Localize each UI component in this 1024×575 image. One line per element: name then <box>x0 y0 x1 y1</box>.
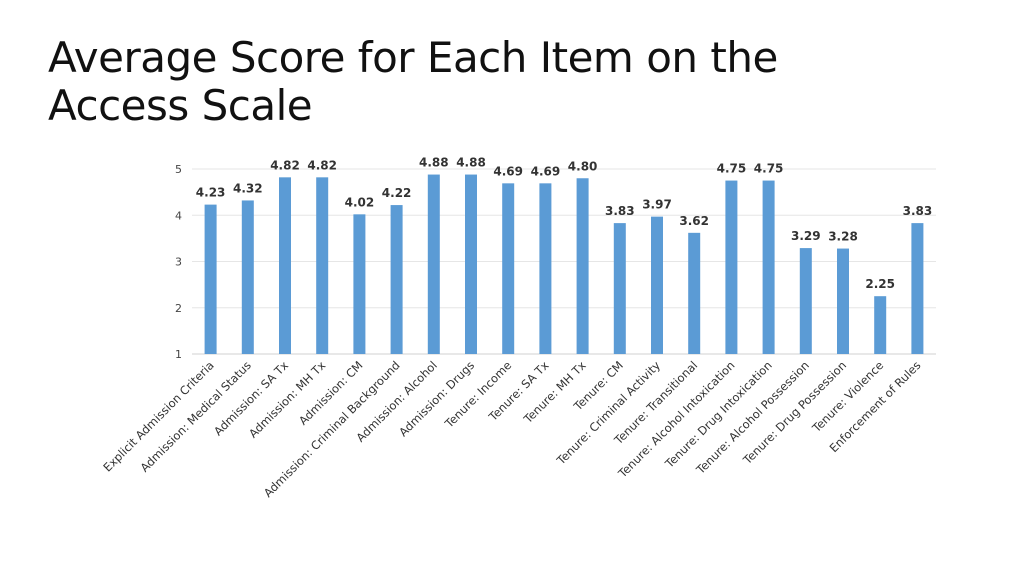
data-label: 4.88 <box>419 156 449 170</box>
bar <box>613 223 626 354</box>
slide-title: Average Score for Each Item on the Acces… <box>48 34 948 130</box>
data-label: 4.02 <box>345 195 375 209</box>
bar <box>539 183 552 354</box>
data-label: 4.82 <box>307 158 337 172</box>
data-label: 4.69 <box>531 164 561 178</box>
slide-title-line-1: Average Score for Each Item on the <box>48 33 778 82</box>
bar <box>911 223 924 354</box>
y-tick-label: 3 <box>175 256 182 269</box>
bar <box>576 178 589 354</box>
bar <box>241 200 254 354</box>
bar <box>651 216 663 354</box>
x-tick-label: Admission: CM <box>296 358 366 428</box>
data-label: 4.32 <box>233 181 263 195</box>
bar <box>799 248 812 354</box>
data-label: 4.82 <box>270 158 300 172</box>
bar <box>465 174 477 354</box>
data-label: 3.97 <box>642 198 672 212</box>
bar <box>316 177 329 354</box>
x-tick-label: Admission: Criminal Background <box>261 358 403 500</box>
data-label: 4.88 <box>456 156 486 170</box>
data-label: 3.29 <box>791 229 821 243</box>
data-label: 4.75 <box>754 162 784 176</box>
data-label: 4.69 <box>493 164 523 178</box>
data-label: 4.75 <box>717 162 747 176</box>
data-label: 2.25 <box>865 277 895 291</box>
y-tick-label: 1 <box>175 348 182 361</box>
bar <box>688 232 701 354</box>
y-tick-label: 4 <box>175 209 182 222</box>
slide-title-line-2: Access Scale <box>48 81 313 130</box>
data-label: 4.22 <box>382 186 412 200</box>
bar <box>874 296 887 354</box>
bar <box>725 180 738 354</box>
data-label: 3.83 <box>903 204 933 218</box>
bar <box>204 204 217 354</box>
bar <box>837 248 849 354</box>
bar <box>427 174 440 354</box>
data-label: 4.23 <box>196 186 226 200</box>
y-tick-label: 2 <box>175 302 182 315</box>
bar <box>353 214 366 354</box>
data-label: 4.80 <box>568 159 598 173</box>
data-label: 3.83 <box>605 204 635 218</box>
data-label: 3.28 <box>828 230 858 244</box>
bar <box>390 205 403 354</box>
bar <box>279 177 291 354</box>
y-tick-label: 5 <box>175 163 182 176</box>
bar <box>762 180 775 354</box>
x-tick-label: Tenure: Income <box>441 358 514 431</box>
data-label: 3.62 <box>679 214 709 228</box>
bar <box>502 183 515 354</box>
